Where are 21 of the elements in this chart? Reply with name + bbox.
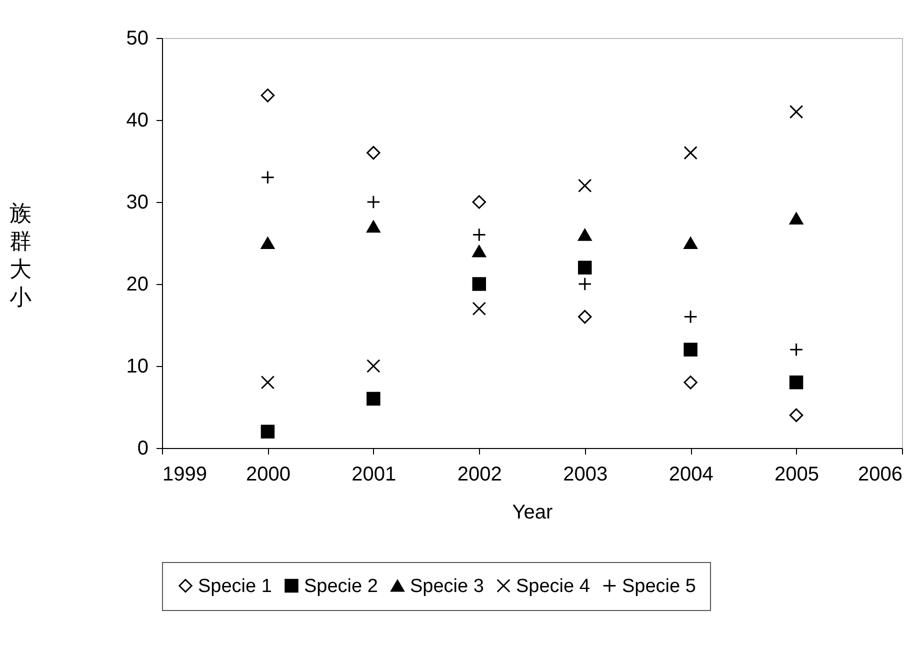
x-tick-label: 2003 [563,464,608,486]
x-tick-label: 2002 [457,464,502,486]
legend-label: Specie 4 [516,576,590,597]
y-tick-label: 0 [137,438,148,460]
x-tick-label: 2000 [246,464,290,486]
y-tick-label: 50 [126,28,148,50]
y-tick-label: 10 [126,356,148,378]
legend-label: Specie 1 [198,576,272,597]
x-tick-label: 2001 [352,464,396,486]
x-tick-label: 2005 [774,464,820,486]
y-tick-label: 20 [126,274,148,296]
x-axis-title: Year [512,502,554,524]
x-tick-label: 1999 [162,464,207,486]
y-tick-label: 40 [126,110,148,132]
y-axis-title: 族群大小 [9,200,32,310]
legend-label: Specie 5 [622,576,696,597]
legend-label: Specie 2 [304,576,378,597]
x-tick-label: 2004 [668,464,714,486]
legend-label: Specie 3 [410,576,484,597]
x-tick-label: 2006 [858,464,902,486]
y-tick-label: 30 [126,192,148,214]
